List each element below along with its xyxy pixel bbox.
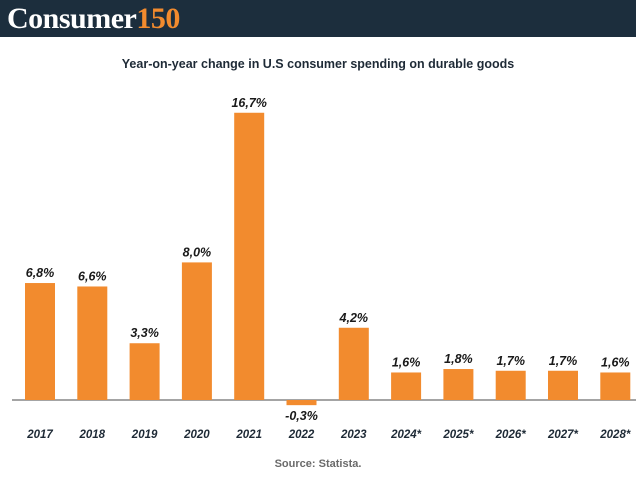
bar-2025*[interactable]: [443, 369, 474, 400]
bar-2021[interactable]: [234, 112, 265, 400]
bar-2027*[interactable]: [548, 370, 578, 400]
bar-2024*[interactable]: [391, 372, 422, 400]
data-label-2021: 16,7%: [231, 96, 266, 110]
data-label-2018: 6,6%: [78, 269, 107, 283]
bar-2023[interactable]: [338, 327, 369, 400]
x-tick-2026*: 2026*: [495, 429, 527, 441]
source-label: Source:: [274, 458, 316, 470]
logo-number: 150: [136, 2, 180, 35]
x-tick-2019: 2019: [131, 429, 158, 441]
bar-2017[interactable]: [25, 283, 55, 400]
x-tick-2025*: 2025*: [442, 429, 474, 441]
bar-2028*[interactable]: [600, 372, 631, 400]
consumer150-logo[interactable]: Consumer150: [7, 3, 180, 34]
x-tick-2028*: 2028*: [599, 429, 631, 441]
x-tick-2021: 2021: [235, 429, 262, 441]
x-tick-2027*: 2027*: [547, 429, 579, 441]
data-label-2026*: 1,7%: [496, 354, 525, 368]
x-tick-2023: 2023: [340, 429, 367, 441]
data-label-2022: -0,3%: [285, 409, 318, 423]
bar-2019[interactable]: [129, 343, 160, 400]
bar-2026*[interactable]: [495, 370, 526, 400]
bar-2020[interactable]: [181, 262, 212, 400]
source-note: Source: Statista.: [0, 458, 636, 470]
x-tick-2018: 2018: [79, 429, 106, 441]
data-label-2028*: 1,6%: [601, 355, 630, 369]
data-label-2023: 4,2%: [339, 311, 369, 325]
x-tick-2024*: 2024*: [390, 429, 422, 441]
data-label-2025*: 1,8%: [444, 352, 473, 366]
bar-2018[interactable]: [77, 286, 108, 400]
x-tick-2020: 2020: [183, 429, 210, 441]
x-tick-2017: 2017: [26, 429, 53, 441]
data-label-2020: 8,0%: [183, 245, 212, 259]
data-label-2024*: 1,6%: [392, 355, 421, 369]
data-label-2019: 3,3%: [130, 326, 159, 340]
data-label-2017: 6,8%: [26, 266, 55, 280]
bar-2022[interactable]: [286, 400, 317, 406]
source-value: Statista.: [318, 458, 362, 470]
x-tick-2022: 2022: [288, 429, 315, 441]
logo-word: Consumer: [7, 2, 137, 35]
chart-title: Year-on-year change in U.S consumer spen…: [121, 57, 515, 71]
header-banner: Consumer150: [0, 0, 636, 37]
data-label-2027*: 1,7%: [549, 354, 578, 368]
